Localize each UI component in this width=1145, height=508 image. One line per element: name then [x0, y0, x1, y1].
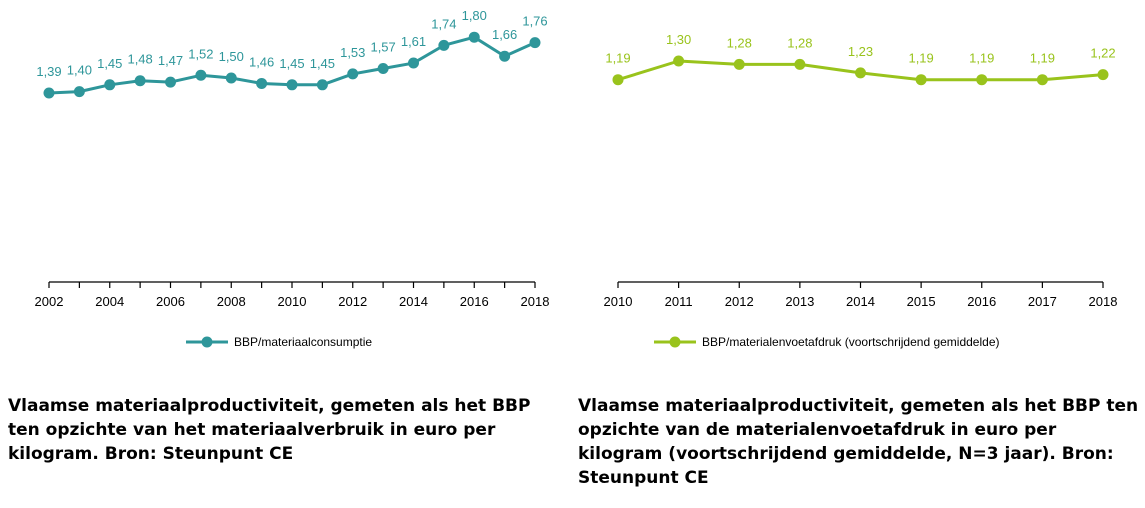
data-point	[529, 37, 541, 49]
x-tick-label: 2010	[604, 294, 633, 309]
chart-panel-materiaalconsumptie: 2002 2004 2006 2008 2010 2012 2014 2016 2018 1,39…	[0, 0, 572, 508]
data-point	[438, 39, 450, 51]
data-label: 1,28	[787, 35, 812, 50]
data-point	[673, 55, 685, 67]
data-label: 1,76	[522, 14, 547, 29]
data-point	[1036, 74, 1048, 86]
data-point	[165, 76, 176, 88]
chart-caption: Vlaamse materiaalproductiviteit, gemeten…	[578, 396, 1139, 488]
x-tick-label: 2012	[725, 294, 754, 309]
chart-caption: Vlaamse materiaalproductiviteit, gemeten…	[8, 396, 531, 464]
x-tick-label: 2002	[35, 294, 64, 309]
data-label: 1,45	[279, 56, 304, 71]
data-point	[915, 74, 927, 86]
data-point	[377, 62, 389, 74]
data-point	[976, 74, 988, 86]
data-point	[794, 58, 806, 70]
data-label: 1,19	[605, 51, 630, 66]
data-label: 1,22	[1090, 46, 1115, 61]
data-point	[612, 74, 624, 86]
data-point	[733, 58, 745, 70]
data-label: 1,19	[969, 51, 994, 66]
data-label: 1,45	[310, 56, 335, 71]
data-point	[134, 75, 146, 87]
x-tick-label: 2015	[907, 294, 936, 309]
data-label: 1,57	[370, 39, 395, 54]
data-label: 1,53	[340, 45, 365, 60]
x-tick-label: 2014	[399, 294, 428, 309]
x-tick-label: 2018	[1089, 294, 1118, 309]
data-point	[347, 68, 359, 80]
data-point	[1097, 69, 1109, 81]
data-point	[73, 86, 85, 98]
x-tick-label: 2017	[1028, 294, 1057, 309]
data-point	[316, 79, 328, 91]
x-tick-label: 2018	[521, 294, 550, 309]
data-label: 1,50	[219, 49, 244, 64]
data-label: 1,61	[401, 34, 426, 49]
data-label: 1,28	[727, 35, 752, 50]
x-tick-label: 2006	[156, 294, 185, 309]
data-label: 1,45	[97, 56, 122, 71]
data-label: 1,30	[666, 32, 691, 47]
data-label: 1,19	[1030, 51, 1055, 66]
legend-label: BBP/materialenvoetafdruk (voortschrijden…	[702, 335, 1000, 349]
x-tick-label: 2014	[846, 294, 875, 309]
data-label: 1,23	[848, 44, 873, 59]
data-label: 1,47	[158, 53, 183, 68]
legend-swatch-marker	[669, 336, 681, 348]
data-label: 1,52	[188, 46, 213, 61]
x-tick-label: 2013	[785, 294, 814, 309]
data-label: 1,80	[462, 8, 487, 23]
data-label: 1,19	[908, 51, 933, 66]
data-label: 1,46	[249, 54, 274, 69]
data-point	[286, 79, 298, 91]
data-point	[43, 87, 55, 99]
legend-label: BBP/materiaalconsumptie	[234, 335, 372, 349]
line-chart-materiaalconsumptie: 2002 2004 2006 2008 2010 2012 2014 2016 2018 1,39…	[35, 8, 550, 349]
data-point	[499, 50, 511, 62]
x-tick-label: 2008	[217, 294, 246, 309]
x-tick-label: 2012	[338, 294, 367, 309]
x-tick-label: 2016	[967, 294, 996, 309]
line-chart-materialenvoetafdruk: 2010 2011 2012 2013 2014 2015 2016 2017 2018 1,19…	[604, 32, 1118, 349]
data-point	[195, 69, 207, 81]
data-label: 1,48	[127, 52, 152, 67]
data-point	[408, 57, 419, 69]
x-tick-label: 2016	[460, 294, 489, 309]
data-point	[104, 79, 116, 91]
chart-panel-materialenvoetafdruk: 2010 2011 2012 2013 2014 2015 2016 2017 2018 1,19…	[572, 0, 1145, 508]
data-label: 1,40	[67, 63, 92, 78]
data-point	[468, 31, 480, 43]
data-label: 1,39	[36, 64, 61, 79]
data-point	[225, 72, 237, 84]
x-tick-label: 2010	[278, 294, 307, 309]
x-tick-label: 2004	[95, 294, 124, 309]
legend-swatch-marker	[201, 336, 213, 348]
x-tick-label: 2011	[665, 294, 693, 309]
data-point	[256, 77, 268, 89]
data-label: 1,74	[431, 16, 456, 31]
data-label: 1,66	[492, 27, 517, 42]
data-point	[855, 67, 866, 79]
